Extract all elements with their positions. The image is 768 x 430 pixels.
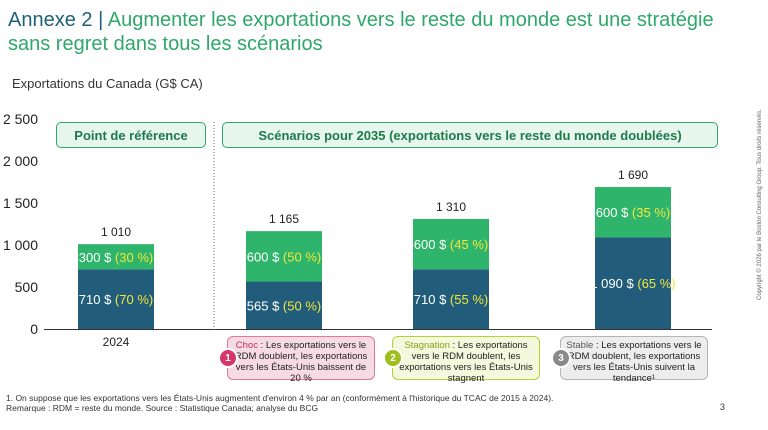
percent-label: (50 %) <box>283 249 321 264</box>
y-tick-label: 0 <box>30 321 38 337</box>
value-label: 710 $ <box>79 292 115 307</box>
y-tick-label: 1 500 <box>3 195 38 211</box>
scenario-text: : Les exportations vers le RDM doublent,… <box>567 340 702 384</box>
value-label: 565 $ <box>247 298 283 313</box>
footnotes: 1. On suppose que les exportations vers … <box>6 393 706 413</box>
bar-total-label: 1 310 <box>436 200 466 214</box>
y-tick-label: 2 000 <box>3 153 38 169</box>
percent-label: (55 %) <box>450 292 488 307</box>
scenario-number-badge: 2 <box>383 348 403 368</box>
title-headline: Augmenter les exportations vers le reste… <box>8 9 714 55</box>
bar-us-exports <box>413 269 489 329</box>
scenario-box: Stagnation : Les exportations vers le RD… <box>392 336 540 384</box>
bar-total-label: 1 690 <box>618 168 648 182</box>
value-label: 1 090 $ <box>590 276 637 291</box>
value-label: 300 $ <box>79 250 115 265</box>
y-tick-label: 1 000 <box>3 237 38 253</box>
bar-rdm-exports <box>78 244 154 270</box>
value-label: 600 $ <box>247 249 283 264</box>
reference-pill: Point de référence <box>56 122 206 148</box>
scenario-box: Choc : Les exportations vers le RDM doub… <box>227 336 375 384</box>
footnote-1: 1. On suppose que les exportations vers … <box>6 393 554 403</box>
page-title: Annexe 2 | Augmenter les exportations ve… <box>8 8 728 56</box>
percent-label: (45 %) <box>450 237 488 252</box>
title-separator: | <box>98 9 104 31</box>
scenario-text: : Les exportations vers le RDM doublent,… <box>399 340 533 384</box>
value-label: 600 $ <box>414 237 450 252</box>
bar-us-label: 710 $ (70 %) <box>79 292 153 307</box>
percent-label: (35 %) <box>632 205 670 220</box>
scenarios-pill: Scénarios pour 2035 (exportations vers l… <box>222 122 718 148</box>
scenario-box: Stable : Les exportations vers le RDM do… <box>560 336 708 384</box>
page-number: 3 <box>720 402 726 412</box>
bar-us-exports <box>595 237 671 329</box>
bar-rdm-exports <box>413 218 489 270</box>
bar-us-exports <box>246 281 322 329</box>
value-label: 600 $ <box>596 205 632 220</box>
bar-rdm-label: 300 $ (30 %) <box>79 250 153 265</box>
copyright-notice: Copyright © 2026 par le Boston Consultin… <box>757 109 763 300</box>
scenario-number-badge: 3 <box>551 348 571 368</box>
bar-us-label: 1 090 $ (65 %) <box>590 276 675 291</box>
percent-label: (70 %) <box>115 292 153 307</box>
value-label: 710 $ <box>414 292 450 307</box>
y-tick-label: 500 <box>15 279 39 295</box>
bar-rdm-label: 600 $ (35 %) <box>596 205 670 220</box>
bar-rdm-label: 600 $ (50 %) <box>247 249 321 264</box>
bar-rdm-label: 600 $ (45 %) <box>414 237 488 252</box>
x-category-label: 2024 <box>103 335 130 349</box>
percent-label: (50 %) <box>283 298 321 313</box>
percent-label: (30 %) <box>115 250 153 265</box>
bar-total-label: 1 165 <box>269 212 299 226</box>
bar-us-exports <box>78 269 154 329</box>
scenario-number-badge: 1 <box>218 348 238 368</box>
bar-us-label: 710 $ (55 %) <box>414 292 488 307</box>
y-axis-title: Exportations du Canada (G$ CA) <box>12 76 203 91</box>
bar-rdm-exports <box>595 187 671 238</box>
scenario-text: : Les exportations vers le RDM doublent,… <box>234 340 368 384</box>
bar-us-label: 565 $ (50 %) <box>247 298 321 313</box>
percent-label: (65 %) <box>637 276 675 291</box>
bar-total-label: 1 010 <box>101 225 131 239</box>
bar-rdm-exports <box>246 231 322 282</box>
footnote-remark: Remarque : RDM = reste du monde. Source … <box>6 403 319 413</box>
scenario-keyword: Stable <box>566 340 594 351</box>
annex-label: Annexe 2 <box>8 9 93 31</box>
scenario-keyword: Choc <box>235 340 258 351</box>
y-tick-label: 2 500 <box>3 111 38 127</box>
scenario-keyword: Stagnation <box>404 340 450 351</box>
